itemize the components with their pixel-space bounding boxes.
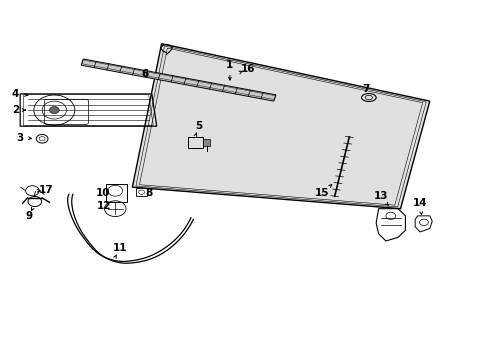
Circle shape: [49, 107, 59, 114]
Text: 7: 7: [362, 84, 369, 94]
Text: 9: 9: [25, 211, 33, 221]
Text: 11: 11: [113, 243, 127, 253]
Bar: [203, 139, 210, 146]
Text: 15: 15: [315, 188, 329, 198]
Text: 4: 4: [12, 89, 19, 99]
Text: 10: 10: [96, 188, 110, 198]
Polygon shape: [132, 44, 429, 209]
Text: 8: 8: [145, 188, 153, 198]
Text: 1: 1: [226, 60, 233, 70]
Text: 12: 12: [97, 201, 112, 211]
Text: 3: 3: [17, 133, 24, 143]
Text: 13: 13: [373, 191, 387, 201]
Bar: [136, 188, 147, 196]
Text: 6: 6: [141, 69, 148, 79]
Polygon shape: [81, 59, 275, 101]
Text: 14: 14: [412, 198, 427, 208]
Bar: [188, 137, 203, 148]
Text: 2: 2: [12, 105, 19, 115]
Text: 17: 17: [39, 185, 53, 195]
Text: 5: 5: [195, 121, 203, 131]
Text: 16: 16: [241, 64, 255, 74]
